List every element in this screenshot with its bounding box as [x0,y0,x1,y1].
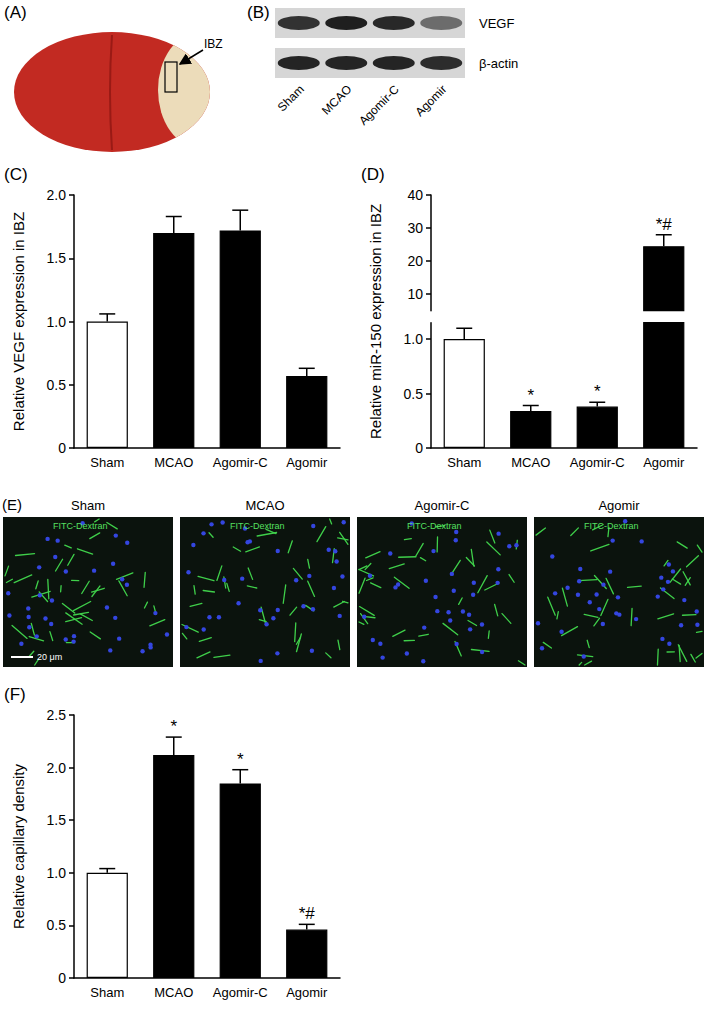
svg-text:Agomir: Agomir [643,455,685,470]
svg-text:Agomir-C: Agomir-C [213,985,268,1000]
svg-text:0.5: 0.5 [47,377,67,393]
svg-text:Relative VEGF expression in IB: Relative VEGF expression in IBZ [10,212,27,431]
svg-text:30: 30 [407,220,423,236]
svg-text:2.0: 2.0 [47,187,67,203]
svg-text:10: 10 [407,286,423,302]
svg-text:MCAO: MCAO [246,498,285,513]
svg-text:1.0: 1.0 [404,331,424,347]
svg-text:(F): (F) [4,685,26,704]
svg-text:20: 20 [407,253,423,269]
svg-text:0: 0 [415,440,423,456]
svg-text:0.5: 0.5 [404,386,424,402]
svg-text:MCAO: MCAO [511,455,550,470]
svg-text:*: * [527,386,534,405]
svg-text:Sham: Sham [90,985,124,1000]
svg-text:0: 0 [58,970,66,986]
svg-text:Relative miR-150 expression in: Relative miR-150 expression in IBZ [367,204,384,439]
svg-text:Agomir: Agomir [598,498,640,513]
svg-text:FITC-Dextran: FITC-Dextran [407,521,462,531]
svg-text:MCAO: MCAO [154,985,193,1000]
svg-text:MCAO: MCAO [154,455,193,470]
svg-text:1.5: 1.5 [47,812,67,828]
svg-text:(B): (B) [247,3,270,22]
svg-text:*: * [170,717,177,736]
svg-text:1.5: 1.5 [47,250,67,266]
svg-text:Agomir-C: Agomir-C [570,455,625,470]
svg-text:*#: *# [299,904,316,923]
svg-text:VEGF: VEGF [479,16,514,31]
svg-text:Agomir: Agomir [413,82,450,119]
svg-text:IBZ: IBZ [204,37,223,51]
svg-text:Sham: Sham [275,82,307,114]
svg-text:40: 40 [407,187,423,203]
svg-text:(D): (D) [361,165,385,184]
svg-text:(E): (E) [2,496,22,513]
svg-text:*: * [237,750,244,769]
svg-text:Agomir: Agomir [286,985,328,1000]
svg-text:20 μm: 20 μm [37,652,62,662]
svg-text:Agomir: Agomir [286,455,328,470]
svg-text:1.0: 1.0 [47,865,67,881]
svg-text:Agomir-C: Agomir-C [415,498,470,513]
svg-text:Agomir-C: Agomir-C [356,82,402,128]
svg-text:0: 0 [58,440,66,456]
svg-text:*#: *# [656,215,673,234]
svg-text:(C): (C) [4,165,28,184]
svg-text:Sham: Sham [90,455,124,470]
svg-text:Sham: Sham [71,498,105,513]
svg-text:*: * [594,382,601,401]
svg-text:MCAO: MCAO [319,82,354,117]
svg-text:FITC-Dextran: FITC-Dextran [53,521,108,531]
svg-text:FITC-Dextran: FITC-Dextran [584,521,639,531]
svg-text:Relative capillary density: Relative capillary density [10,763,27,929]
svg-text:FITC-Dextran: FITC-Dextran [230,521,285,531]
svg-text:(A): (A) [4,3,27,22]
svg-text:Agomir-C: Agomir-C [213,455,268,470]
svg-text:1.0: 1.0 [47,314,67,330]
svg-text:β-actin: β-actin [479,56,518,71]
svg-text:0.5: 0.5 [47,917,67,933]
svg-text:Sham: Sham [447,455,481,470]
svg-text:2.0: 2.0 [47,760,67,776]
svg-text:2.5: 2.5 [47,707,67,723]
